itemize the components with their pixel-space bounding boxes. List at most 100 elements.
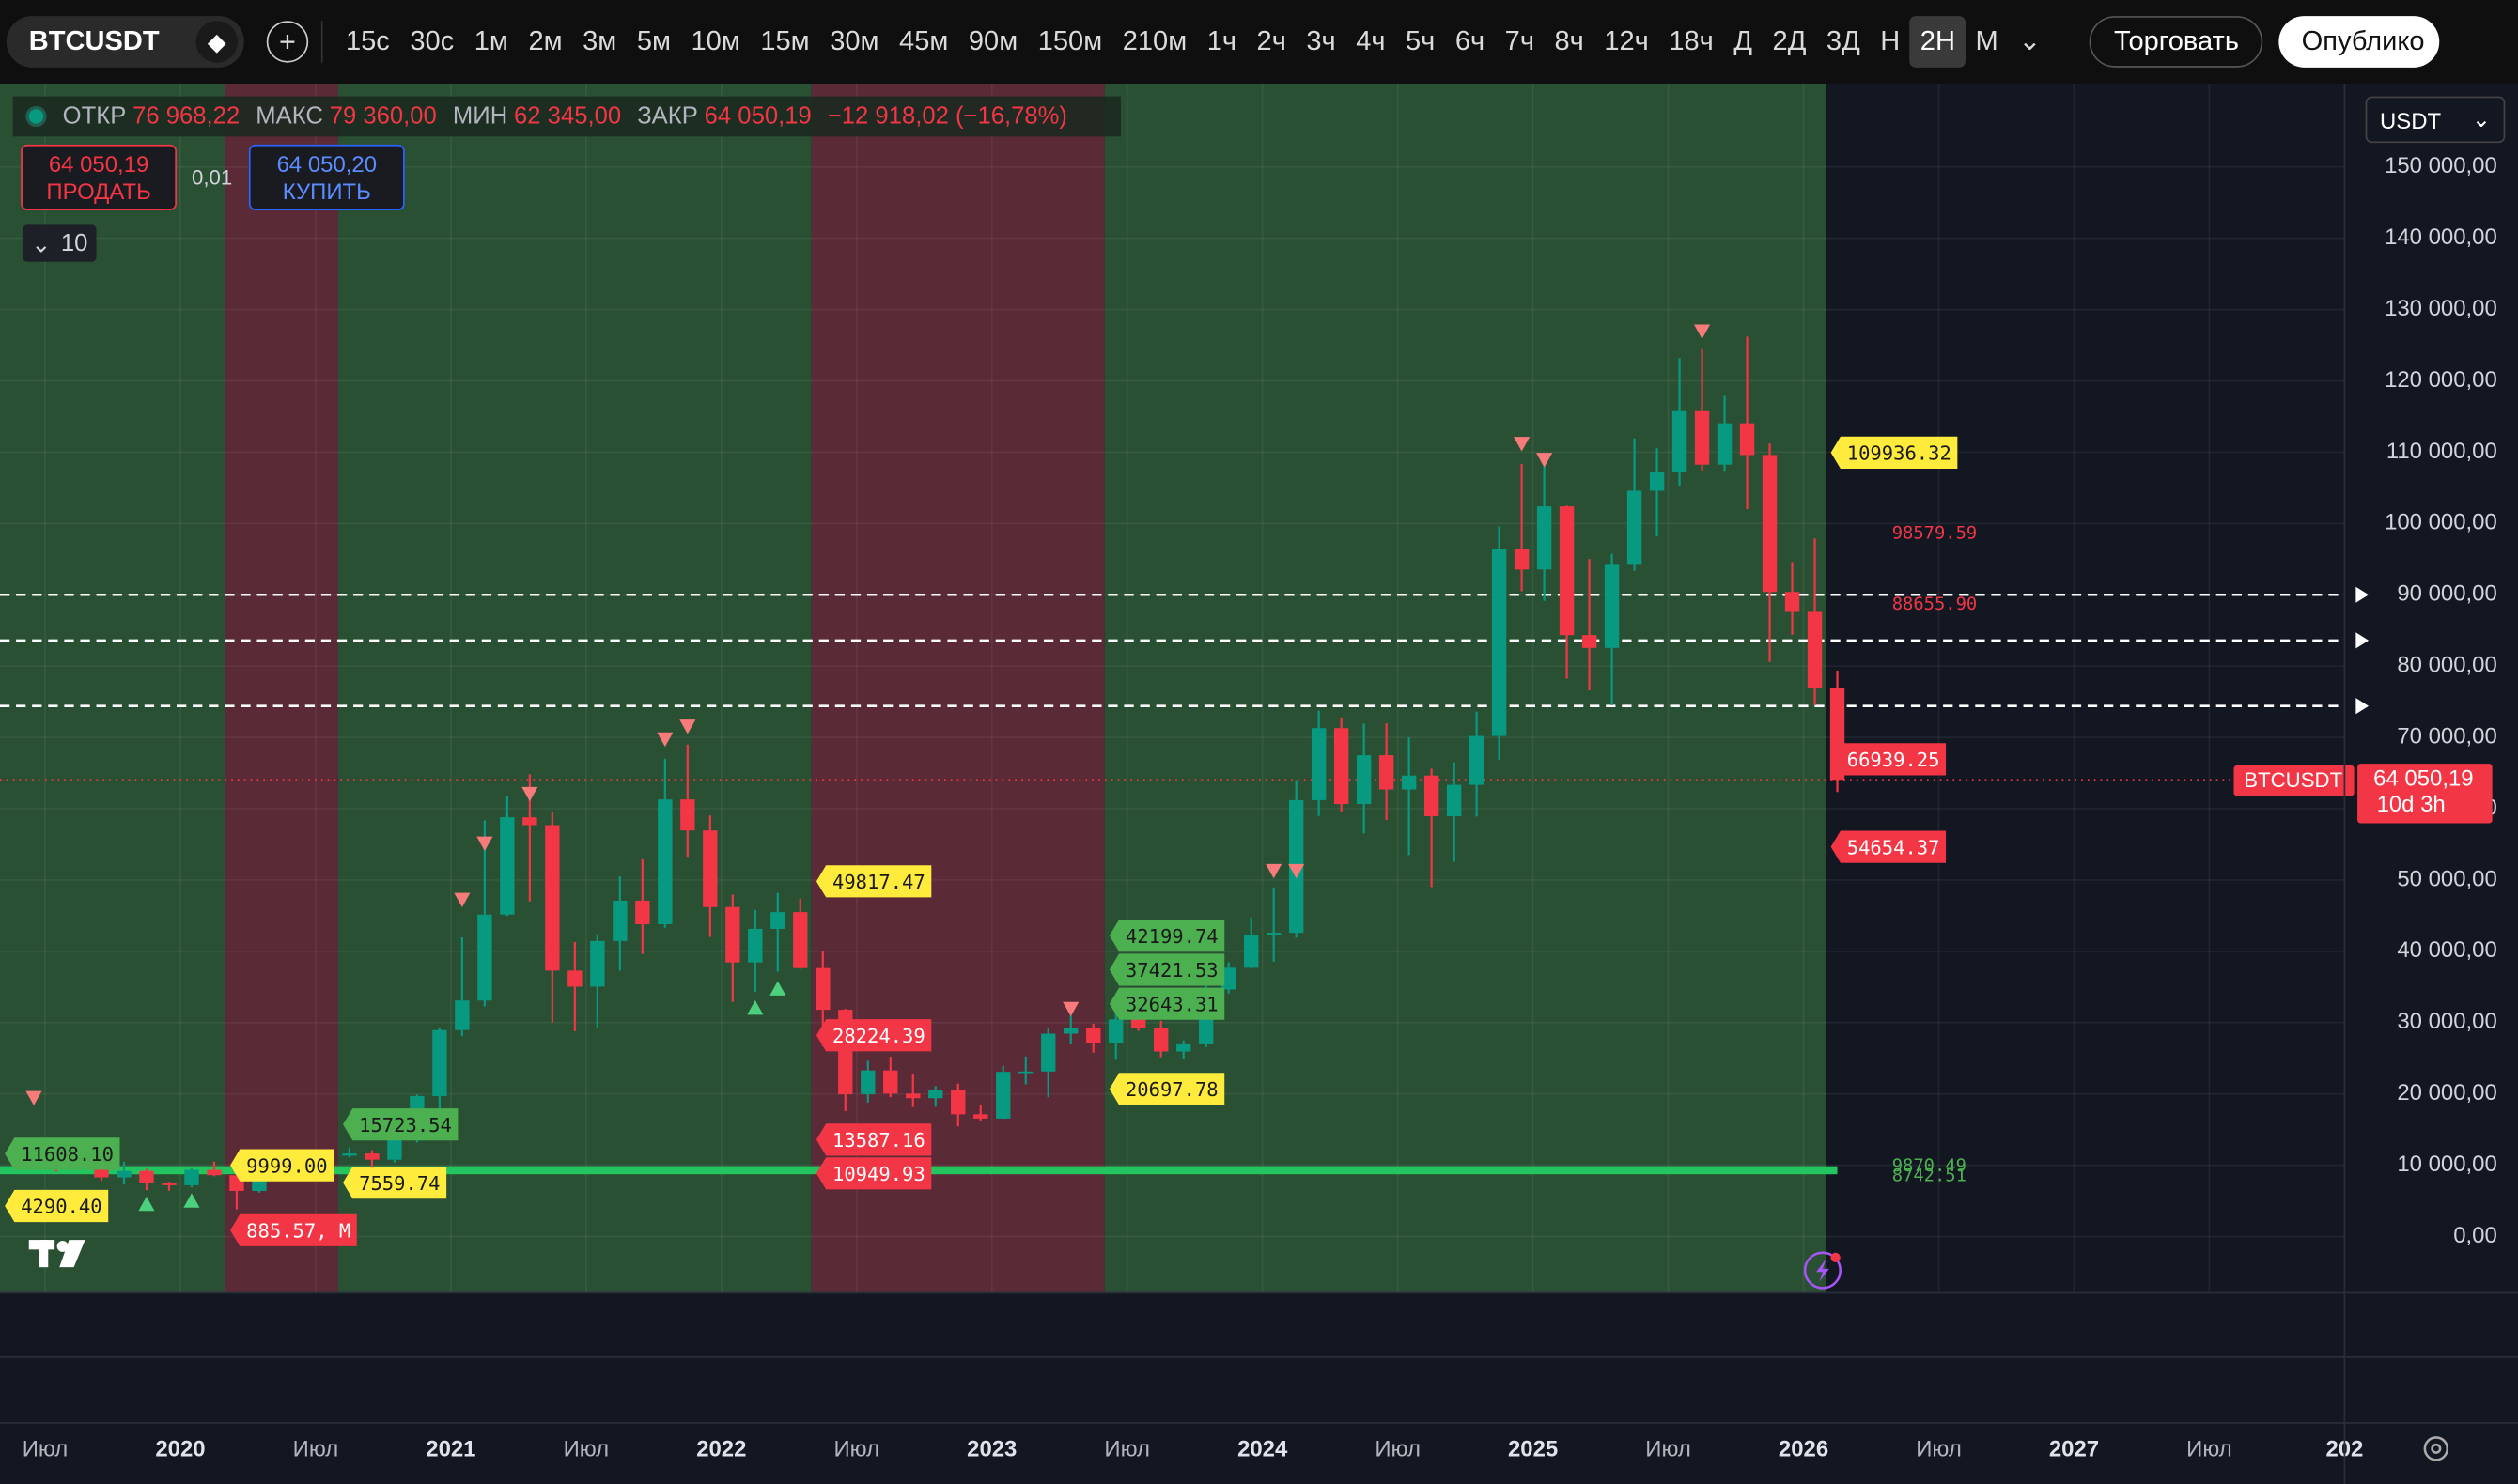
interval-button[interactable]: 30с (410, 25, 455, 56)
annotation-label: 9870.49 (1892, 1156, 1966, 1176)
annotation-label: 88655.90 (1892, 595, 1978, 614)
y-tick-label: 80 000,00 (2397, 653, 2496, 678)
buy-label: КУПИТЬ (282, 177, 371, 204)
interval-button[interactable]: 1ч (1206, 25, 1237, 56)
x-tick-label: Июл (1104, 1436, 1150, 1461)
y-tick-label: 40 000,00 (2397, 937, 2496, 963)
x-tick-label: 2023 (967, 1436, 1017, 1461)
candle-body (139, 1170, 154, 1183)
interval-button[interactable]: 6ч (1454, 25, 1485, 56)
icon: ◆ (195, 21, 238, 63)
interval-button[interactable]: 3м (583, 25, 617, 56)
interval-button[interactable]: 5м (636, 25, 671, 56)
candle-body (117, 1170, 132, 1178)
interval-button[interactable]: 2ч (1256, 25, 1286, 56)
annotation-label: 10949.93 (832, 1163, 925, 1185)
toolbar: BTCUSDT ◆ + 15с 30с 1м 2м 3м 5м 10м 15м 30м 45м 90м… (0, 0, 2518, 84)
x-tick-label: Июл (1645, 1436, 1691, 1461)
sell-button[interactable]: 64 050,19 ПРОДАТЬ (21, 144, 178, 211)
interval-button[interactable]: 8ч (1554, 25, 1584, 56)
y-tick-label: 130 000,00 (2385, 296, 2497, 321)
candle-body (1469, 735, 1484, 785)
candle-body (1220, 967, 1236, 990)
candle-body (1333, 728, 1349, 805)
status-dot (25, 105, 47, 128)
interval-button[interactable]: 150м (1037, 25, 1103, 56)
candle-body (1581, 635, 1597, 648)
interval-button[interactable]: Н (1880, 25, 1901, 56)
interval-button[interactable]: 18ч (1669, 25, 1714, 56)
x-tick-label: 2025 (1508, 1436, 1558, 1461)
more-intervals[interactable]: ⌄ (2018, 25, 2042, 56)
annotation-box (5, 1189, 109, 1223)
interval-button[interactable]: 4ч (1356, 25, 1386, 56)
interval-button[interactable]: 12ч (1604, 25, 1649, 56)
candle-body (522, 817, 537, 826)
price-tag-price: 64 050,19 (2373, 766, 2473, 792)
annotation-box (816, 865, 932, 898)
interval-button[interactable]: 7ч (1504, 25, 1534, 56)
interval-button[interactable]: 15м (760, 25, 810, 56)
interval-button[interactable]: 2Д (1772, 25, 1807, 56)
candle-body (1378, 755, 1394, 790)
x-tick-label: Июл (2186, 1436, 2232, 1461)
alert-icon[interactable] (1803, 1251, 1842, 1290)
interval-button[interactable]: 15с (345, 25, 390, 56)
price-tag-bg (2357, 764, 2493, 824)
interval-button[interactable]: 5ч (1406, 25, 1436, 56)
y-tick-label: 30 000,00 (2397, 1009, 2496, 1034)
annotation-label: 49817.47 (832, 871, 925, 893)
x-tick-label: 2027 (2049, 1436, 2099, 1461)
candle-body (1109, 1019, 1124, 1043)
annotation-label: 32643.31 (1126, 993, 1219, 1015)
interval-button[interactable]: Д (1733, 25, 1753, 56)
annotation-box (1830, 743, 1947, 776)
settings-icon[interactable] (2423, 1436, 2449, 1461)
x-tick-label: Июл (564, 1436, 610, 1461)
publish-button[interactable]: Опублико (2278, 16, 2440, 68)
trade-button[interactable]: Торговать (2090, 16, 2263, 68)
symbol-button[interactable]: BTCUSDT ◆ (6, 16, 244, 68)
y-tick-label: 70 000,00 (2397, 723, 2496, 749)
candle-body (1604, 564, 1620, 648)
interval-button[interactable]: 2м (528, 25, 563, 56)
indicators-toggle[interactable]: ⌄ 10 (22, 224, 97, 262)
candle-body (1649, 472, 1665, 491)
annotation-box (5, 1137, 120, 1170)
interval-button[interactable]: 3ч (1306, 25, 1336, 56)
buy-button[interactable]: 64 050,20 КУПИТЬ (248, 144, 405, 211)
candle-body (590, 940, 605, 987)
annotation-label: 7559.74 (359, 1172, 440, 1195)
price-tag-symbol: BTCUSDT (2244, 768, 2342, 792)
candle-body (207, 1169, 222, 1176)
annotation-label: 98579.59 (1892, 524, 1978, 544)
candle-body (861, 1070, 876, 1095)
annotation-label: 15723.54 (359, 1114, 452, 1136)
annotation-box (343, 1167, 447, 1199)
annotation-label: 109936.32 (1847, 442, 1951, 465)
add-button[interactable]: + (266, 21, 309, 63)
chart: 109936.32 66939.25 54654.37 98579.59 88655.9… (0, 83, 2518, 1484)
candle-body (1784, 592, 1800, 612)
interval-button[interactable]: 210м (1122, 25, 1188, 56)
interval-button[interactable]: 45м (899, 25, 949, 56)
annotation-box (1109, 953, 1225, 986)
interval-button[interactable]: 90м (968, 25, 1018, 56)
interval-button[interactable]: 30м (830, 25, 879, 56)
signal-marker (769, 981, 786, 996)
interval-button[interactable]: 10м (691, 25, 740, 56)
intervals: 15с 30с 1м 2м 3м 5м 10м 15м 30м 45м 90м 150м 210м 1ч 2… (335, 16, 2051, 68)
annotation-label: 42199.74 (1126, 925, 1219, 948)
legend-change: −12 918,02 (−16,78%) (827, 102, 1067, 131)
quantity[interactable]: 0,01 (191, 165, 233, 190)
x-tick-label: 2021 (426, 1436, 475, 1461)
candle-body (1491, 549, 1507, 736)
signal-region (0, 83, 225, 1293)
interval-button[interactable]: 3Д (1826, 25, 1860, 56)
currency-select[interactable]: USDT ⌄ (2365, 96, 2506, 144)
interval-button[interactable]: М (1975, 25, 1998, 56)
interval-button[interactable]: 1м (474, 25, 508, 56)
candle-body (477, 914, 492, 1001)
interval-button[interactable]: 2Н (1910, 16, 1966, 68)
annotation-label: 11608.10 (21, 1143, 114, 1166)
